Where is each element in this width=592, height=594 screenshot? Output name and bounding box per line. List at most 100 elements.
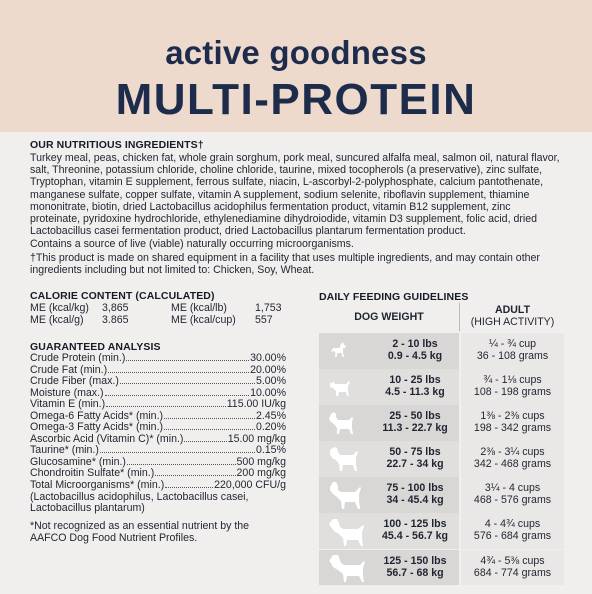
dot-leader bbox=[104, 394, 250, 396]
weight-kg: 22.7 - 34 kg bbox=[386, 458, 444, 471]
allergen-disclaimer: †This product is made on shared equipmen… bbox=[30, 251, 540, 276]
weight-kg: 4.5 - 11.3 kg bbox=[385, 386, 445, 399]
analysis-row: Crude Protein (min.) 30.00% bbox=[30, 352, 286, 365]
feeding-row: 125 - 150 lbs 56.7 - 68 kg 4¾ - 5⅜ cups … bbox=[319, 549, 564, 586]
analysis-label: Omega-6 Fatty Acids* (min.) bbox=[30, 409, 164, 422]
amount-cups: ¼ - ¾ cup bbox=[488, 338, 537, 350]
analysis-row: Crude Fiber (max.) 5.00% bbox=[30, 376, 286, 388]
analysis-label: Taurine* (min.) bbox=[30, 444, 99, 457]
amount-cups: 1⅜ - 2⅜ cups bbox=[480, 410, 545, 423]
dot-leader bbox=[108, 371, 250, 373]
dot-leader bbox=[184, 440, 227, 442]
dot-leader bbox=[106, 406, 226, 408]
analysis-value: 0.15% bbox=[255, 444, 286, 457]
analysis-value: 220,000 CFU/g bbox=[214, 479, 286, 492]
weight-cell: 125 - 150 lbs 56.7 - 68 kg bbox=[319, 549, 459, 586]
amount-cups: 4 - 4¾ cups bbox=[484, 518, 541, 531]
amount-cups: 4¾ - 5⅜ cups bbox=[480, 554, 545, 567]
dot-leader bbox=[164, 429, 255, 431]
analysis-row: Chondroitin Sulfate* (min.) 200 mg/kg bbox=[30, 468, 286, 480]
calorie-label: ME (kcal/cup) bbox=[171, 314, 236, 327]
analysis-value: 500 mg/kg bbox=[236, 455, 286, 468]
feeding-row: 50 - 75 lbs 22.7 - 34 kg 2⅜ - 3¼ cups 34… bbox=[319, 441, 564, 477]
calorie-value: 3.865 bbox=[102, 314, 129, 327]
amount-grams: 684 - 774 grams bbox=[473, 566, 552, 579]
brand-header: active goodness MULTI-PROTEIN bbox=[0, 0, 592, 132]
ingredients-title: OUR NUTRITIOUS INGREDIENTS† bbox=[30, 139, 204, 151]
brand-tagline: active goodness bbox=[165, 34, 427, 71]
calorie-label: ME (kcal/kg) bbox=[30, 302, 89, 314]
analysis-value: 20.00% bbox=[250, 363, 286, 376]
amount-grams: 468 - 576 grams bbox=[473, 494, 552, 507]
amount-cell: 4 - 4¾ cups 576 - 684 grams bbox=[461, 513, 564, 549]
calorie-value: 1,753 bbox=[255, 302, 282, 314]
feeding-row: 2 - 10 lbs 0.9 - 4.5 kg ¼ - ¾ cup 36 - 1… bbox=[319, 333, 564, 369]
analysis-title: GUARANTEED ANALYSIS bbox=[30, 341, 161, 353]
weight-cell: 25 - 50 lbs 11.3 - 22.7 kg bbox=[319, 405, 459, 441]
giant-dog-icon bbox=[329, 519, 364, 547]
analysis-row: Glucosamine* (min.) 500 mg/kg bbox=[30, 455, 286, 469]
amount-grams: 198 - 342 grams bbox=[473, 422, 552, 435]
amount-grams: 36 - 108 grams bbox=[476, 350, 549, 362]
feeding-rows: 2 - 10 lbs 0.9 - 4.5 kg ¼ - ¾ cup 36 - 1… bbox=[319, 333, 564, 586]
weight-kg: 0.9 - 4.5 kg bbox=[387, 350, 443, 362]
weight-cell: 100 - 125 lbs 45.4 - 56.7 kg bbox=[319, 513, 459, 549]
amount-grams: 108 - 198 grams bbox=[473, 386, 552, 399]
amount-cups: ¾ - 1⅛ cups bbox=[483, 374, 542, 387]
microorganism-list: (Lactobacillus acidophilus, Lactobacillu… bbox=[30, 490, 249, 515]
amount-cell: 3¼ - 4 cups 468 - 576 grams bbox=[461, 477, 564, 513]
amount-cell: 4¾ - 5⅜ cups 684 - 774 grams bbox=[461, 549, 564, 586]
weight-lbs: 50 - 75 lbs bbox=[389, 446, 441, 459]
amount-cups: 2⅜ - 3¼ cups bbox=[480, 446, 545, 459]
weight-kg: 45.4 - 56.7 kg bbox=[382, 530, 448, 543]
weight-lbs: 125 - 150 lbs bbox=[383, 554, 447, 567]
amount-grams: 342 - 468 grams bbox=[473, 458, 552, 471]
amount-grams: 576 - 684 grams bbox=[473, 530, 552, 543]
medium-dog-icon bbox=[329, 411, 353, 434]
live-microorganisms-note: Contains a source of live (viable) natur… bbox=[30, 238, 354, 251]
dot-leader bbox=[126, 463, 236, 465]
feeding-row: 25 - 50 lbs 11.3 - 22.7 kg 1⅜ - 2⅜ cups … bbox=[319, 405, 564, 441]
analysis-label: Crude Fiber (max.) bbox=[30, 375, 119, 388]
calorie-label: ME (kcal/lb) bbox=[171, 302, 227, 314]
calorie-title: CALORIE CONTENT (CALCULATED) bbox=[30, 290, 215, 302]
ingredients-list: Turkey meal, peas, chicken fat, whole gr… bbox=[30, 152, 560, 238]
weight-cell: 75 - 100 lbs 34 - 45.4 kg bbox=[319, 477, 459, 513]
column-header-adult: ADULT (HIGH ACTIVITY) bbox=[461, 304, 564, 328]
large-dog-icon bbox=[330, 447, 358, 472]
product-name: MULTI-PROTEIN bbox=[115, 75, 477, 124]
analysis-row: Total Microorganisms* (min.) 220,000 CFU/… bbox=[30, 479, 286, 492]
feeding-title: DAILY FEEDING GUIDELINES bbox=[319, 291, 469, 303]
analysis-label: Glucosamine* (min.) bbox=[30, 455, 126, 468]
header-divider bbox=[459, 303, 460, 331]
calorie-value: 557 bbox=[255, 314, 273, 327]
analysis-label: Crude Fat (min.) bbox=[30, 363, 108, 376]
feeding-row: 100 - 125 lbs 45.4 - 56.7 kg 4 - 4¾ cups… bbox=[319, 513, 564, 549]
weight-lbs: 25 - 50 lbs bbox=[389, 410, 441, 423]
analysis-label: Omega-3 Fatty Acids* (min.) bbox=[30, 421, 164, 434]
weight-lbs: 2 - 10 lbs bbox=[392, 338, 438, 350]
column-header-weight: DOG WEIGHT bbox=[354, 311, 424, 323]
analysis-row: Moisture (max.) 10.00% bbox=[30, 386, 286, 400]
analysis-label: Total Microorganisms* (min.) bbox=[30, 479, 165, 492]
analysis-table: Crude Protein (min.) 30.00% Crude Fat (mi… bbox=[30, 352, 286, 515]
amount-cups: 3¼ - 4 cups bbox=[484, 482, 541, 495]
analysis-value: 30.00% bbox=[250, 352, 286, 364]
weight-lbs: 100 - 125 lbs bbox=[383, 518, 447, 531]
analysis-label: Moisture (max.) bbox=[30, 386, 104, 399]
analysis-row: Crude Fat (min.) 20.00% bbox=[30, 363, 286, 377]
analysis-value: 2.45% bbox=[255, 409, 286, 422]
dot-leader bbox=[165, 487, 214, 489]
small-dog-icon bbox=[330, 380, 350, 396]
dot-leader bbox=[164, 417, 255, 419]
tiny-dog-icon bbox=[331, 341, 346, 357]
analysis-row: Vitamin E (min.) 115.00 IU/kg bbox=[30, 399, 286, 411]
analysis-value: 200 mg/kg bbox=[236, 467, 286, 480]
feeding-row: 10 - 25 lbs 4.5 - 11.3 kg ¾ - 1⅛ cups 10… bbox=[319, 369, 564, 405]
amount-cell: ¾ - 1⅛ cups 108 - 198 grams bbox=[461, 369, 564, 405]
weight-kg: 34 - 45.4 kg bbox=[386, 494, 444, 507]
analysis-label: Ascorbic Acid (Vitamin C)* (min.) bbox=[30, 432, 184, 445]
dot-leader bbox=[119, 383, 255, 385]
adult-label: ADULT bbox=[494, 304, 531, 316]
